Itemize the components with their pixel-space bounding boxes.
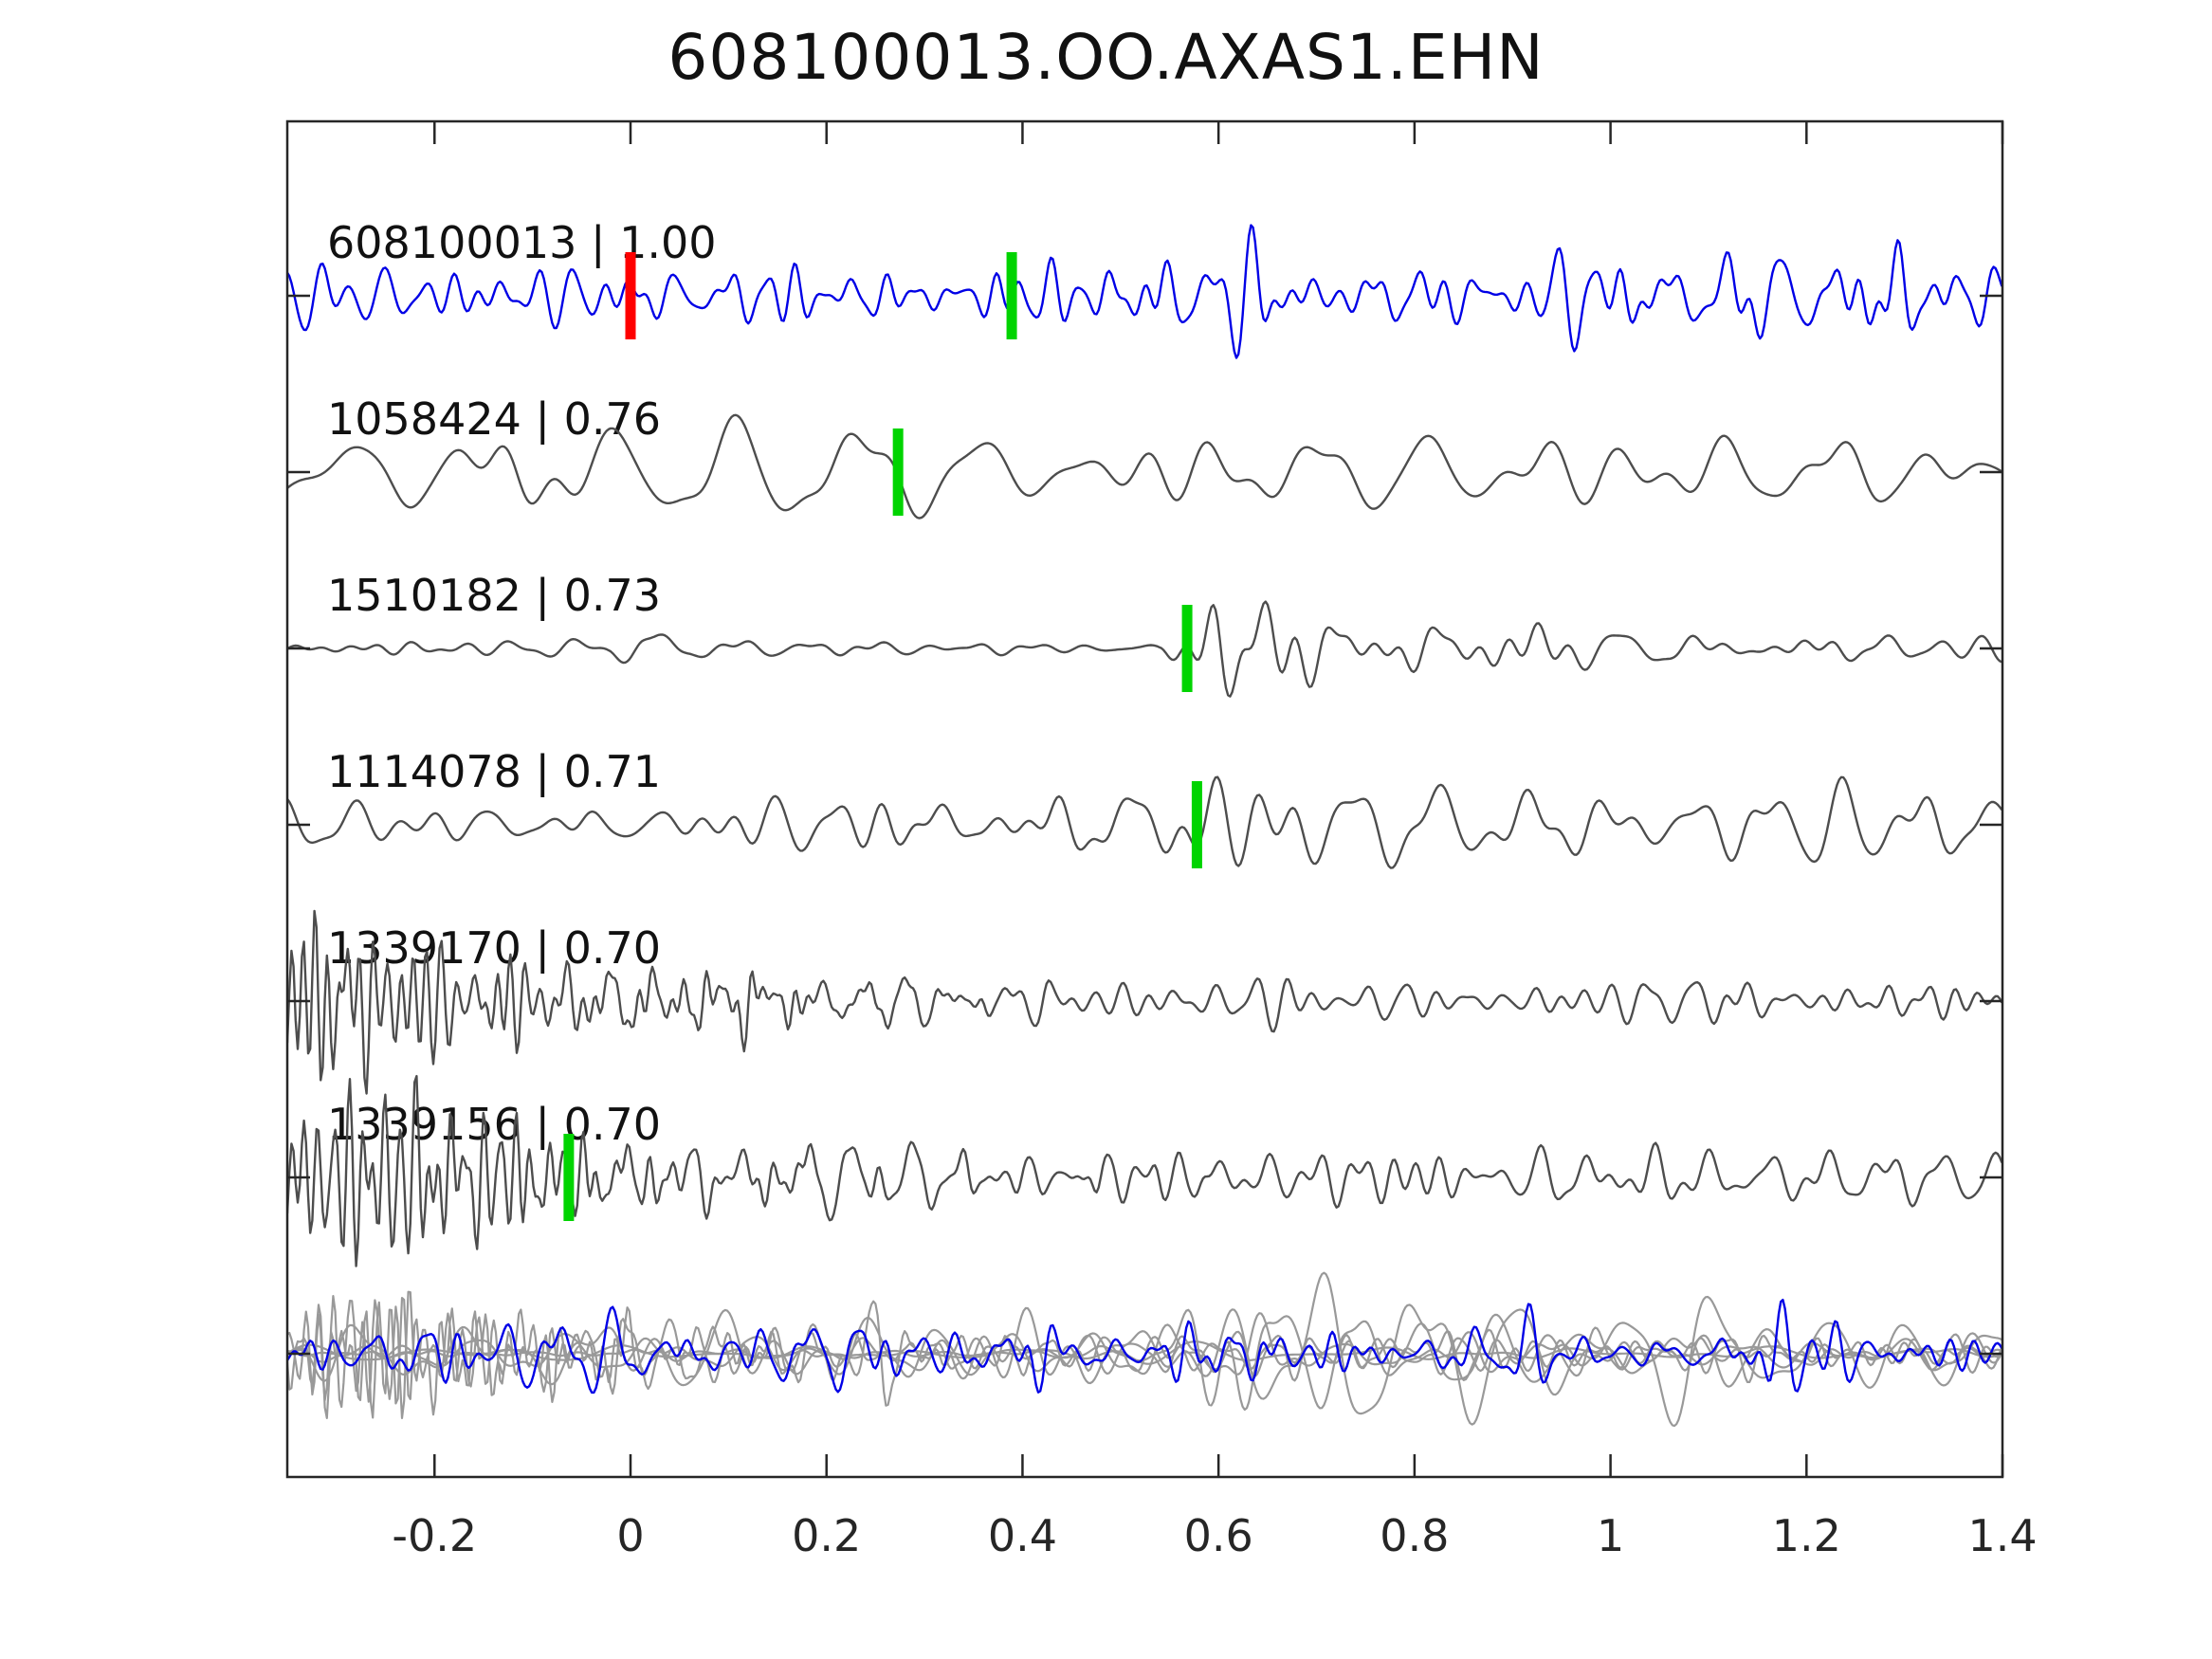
x-tick-label: 1.2 bbox=[1772, 1510, 1841, 1561]
trace-1114078-waveform bbox=[287, 775, 2002, 869]
pick-marker-green-1114078 bbox=[1191, 781, 1202, 868]
overlay-trace-608100013 bbox=[287, 1299, 2002, 1395]
trace-label-1114078: 1114078 | 0.71 bbox=[327, 746, 661, 798]
pick-marker-red-608100013 bbox=[625, 252, 636, 339]
x-tick-label: 0.4 bbox=[988, 1510, 1057, 1561]
overlay-trace-flat bbox=[287, 1340, 2002, 1365]
trace-label-1339170: 1339170 | 0.70 bbox=[327, 922, 661, 975]
trace-1339170-waveform bbox=[287, 909, 2002, 1095]
x-tick-label: 1.4 bbox=[1967, 1510, 2037, 1561]
trace-1510182-waveform bbox=[287, 600, 2002, 698]
pick-marker-green-1339156 bbox=[563, 1134, 575, 1221]
x-tick-label: 1 bbox=[1597, 1510, 1624, 1561]
trace-label-1510182: 1510182 | 0.73 bbox=[327, 570, 661, 622]
trace-1058424-waveform bbox=[287, 413, 2002, 520]
x-tick-label: 0 bbox=[616, 1510, 644, 1561]
pick-marker-green-1058424 bbox=[892, 428, 904, 516]
overlay-trace-1058424 bbox=[287, 1271, 2002, 1428]
trace-label-1058424: 1058424 | 0.76 bbox=[327, 393, 661, 446]
x-tick-label: 0.2 bbox=[792, 1510, 861, 1561]
overlay-trace-1114078 bbox=[287, 1312, 2002, 1388]
x-tick-label: 0.8 bbox=[1380, 1510, 1449, 1561]
chart-title: 608100013.OO.AXAS1.EHN bbox=[667, 21, 1545, 94]
x-tick-label: -0.2 bbox=[392, 1510, 477, 1561]
x-tick-label: 0.6 bbox=[1184, 1510, 1253, 1561]
pick-marker-green-608100013 bbox=[1006, 252, 1017, 339]
trace-label-608100013: 608100013 | 1.00 bbox=[327, 217, 717, 269]
trace-608100013-waveform bbox=[287, 224, 2002, 359]
plot-border bbox=[285, 119, 2004, 1479]
overlay-trace-1339170 bbox=[287, 1295, 2002, 1419]
plot-area bbox=[287, 121, 2002, 1477]
trace-label-1339156: 1339156 | 0.70 bbox=[327, 1099, 661, 1151]
pick-marker-green-1510182 bbox=[1181, 605, 1193, 692]
